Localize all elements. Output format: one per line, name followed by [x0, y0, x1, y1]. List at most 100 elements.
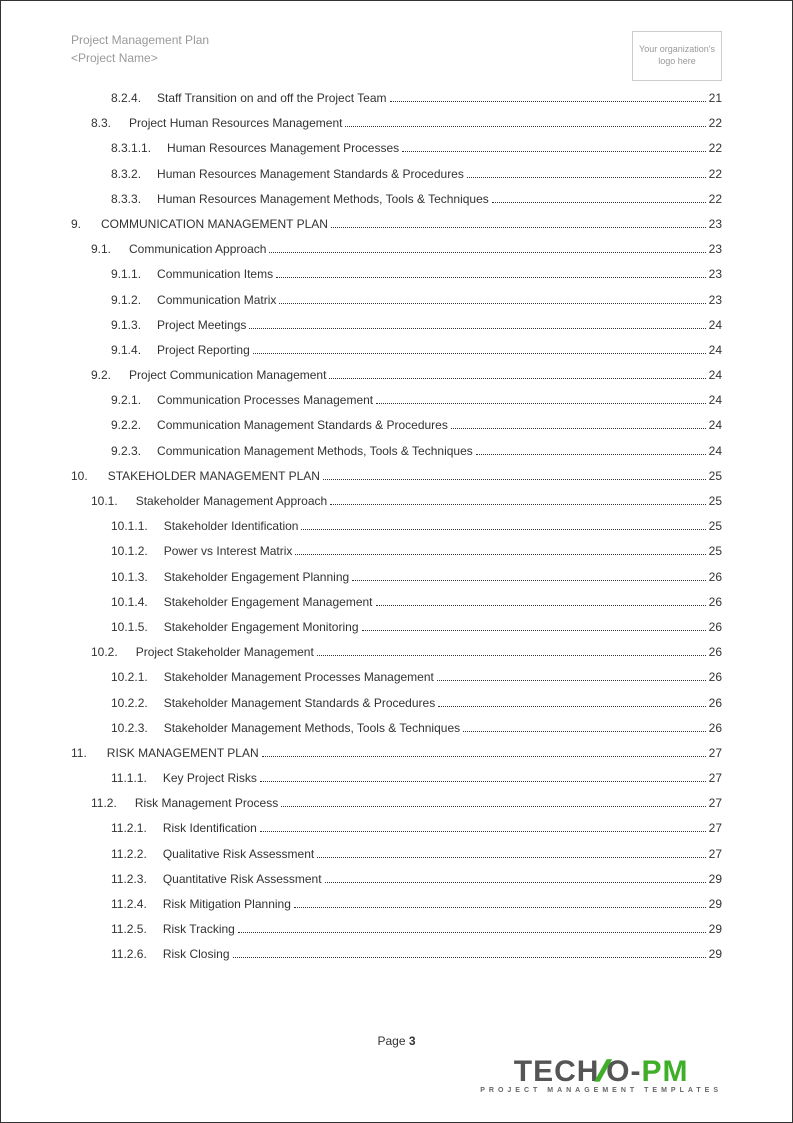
toc-page-number: 29: [709, 947, 722, 961]
toc-leader-dots: [233, 957, 706, 958]
toc-leader-dots: [330, 504, 705, 505]
toc-title: Communication Management Methods, Tools …: [157, 444, 473, 458]
toc-page-number: 27: [709, 746, 722, 760]
toc-number: 9.1.2.: [111, 293, 141, 307]
toc-title: Project Human Resources Management: [129, 116, 342, 130]
toc-leader-dots: [295, 554, 705, 555]
toc-title: Power vs Interest Matrix: [164, 544, 293, 558]
toc-number: 11.2.6.: [111, 947, 147, 961]
toc-page-number: 24: [709, 418, 722, 432]
toc-number: 10.1.5.: [111, 620, 148, 634]
toc-number: 10.1.1.: [111, 519, 148, 533]
toc-leader-dots: [253, 353, 706, 354]
toc-page-number: 21: [709, 91, 722, 105]
toc-title: Human Resources Management Methods, Tool…: [157, 192, 489, 206]
toc-page-number: 27: [709, 771, 722, 785]
toc-page-number: 22: [709, 116, 722, 130]
toc-leader-dots: [352, 580, 705, 581]
toc-entry: 11.2.1.Risk Identification27: [71, 821, 722, 835]
toc-number: 9.1.: [91, 242, 111, 256]
toc-number: 10.: [71, 469, 88, 483]
toc-number: 9.2.: [91, 368, 111, 382]
toc-number: 11.2.1.: [111, 821, 147, 835]
toc-entry: 9.1. Communication Approach 23: [71, 242, 722, 256]
toc-number: 9.2.3.: [111, 444, 141, 458]
toc-entry: 9.1.1.Communication Items23: [71, 267, 722, 281]
toc-number: 11.1.1.: [111, 771, 147, 785]
toc-number: 9.2.2.: [111, 418, 141, 432]
page-number: 3: [409, 1034, 416, 1048]
toc-leader-dots: [238, 932, 706, 933]
toc-title: Risk Management Process: [135, 796, 278, 810]
toc-page-number: 25: [709, 494, 722, 508]
toc-number: 11.: [71, 746, 87, 760]
toc-number: 9.2.1.: [111, 393, 141, 407]
table-of-contents: 8.2.4. Staff Transition on and off the Pr…: [71, 91, 722, 961]
toc-number: 9.1.4.: [111, 343, 141, 357]
toc-page-number: 26: [709, 696, 722, 710]
toc-page-number: 29: [709, 897, 722, 911]
logo-placeholder-text: Your organization's logo here: [637, 44, 717, 67]
toc-leader-dots: [317, 857, 705, 858]
toc-title: Project Reporting: [157, 343, 250, 357]
toc-entry: 11.2.6.Risk Closing29: [71, 947, 722, 961]
toc-leader-dots: [329, 378, 705, 379]
toc-leader-dots: [262, 756, 706, 757]
toc-title: Staff Transition on and off the Project …: [157, 91, 386, 105]
toc-leader-dots: [249, 328, 705, 329]
toc-leader-dots: [331, 227, 706, 228]
toc-number: 10.1.4.: [111, 595, 148, 609]
toc-number: 8.3.1.1.: [111, 141, 151, 155]
toc-leader-dots: [390, 101, 706, 102]
toc-title: Human Resources Management Processes: [167, 141, 399, 155]
brand-logo: TECH//O-PM PROJECT MANAGEMENT TEMPLATES: [480, 1057, 722, 1094]
toc-entry: 10.2.Project Stakeholder Management26: [71, 645, 722, 659]
header-title-block: Project Management Plan <Project Name>: [71, 31, 209, 67]
toc-number: 8.3.2.: [111, 167, 141, 181]
brand-text-tech: TECH: [514, 1055, 600, 1088]
toc-leader-dots: [402, 151, 706, 152]
brand-text-pm: PM: [641, 1055, 688, 1088]
toc-entry: 10.1.2.Power vs Interest Matrix25: [71, 544, 722, 558]
toc-title: Communication Approach: [129, 242, 266, 256]
toc-number: 10.2.3.: [111, 721, 148, 735]
toc-entry: 9.COMMUNICATION MANAGEMENT PLAN23: [71, 217, 722, 231]
toc-entry: 10.1.3.Stakeholder Engagement Planning26: [71, 570, 722, 584]
toc-title: Communication Processes Management: [157, 393, 373, 407]
toc-title: Risk Mitigation Planning: [163, 897, 291, 911]
toc-title: COMMUNICATION MANAGEMENT PLAN: [101, 217, 328, 231]
toc-leader-dots: [476, 454, 706, 455]
toc-title: Stakeholder Management Methods, Tools & …: [164, 721, 460, 735]
toc-title: Quantitative Risk Assessment: [163, 872, 322, 886]
toc-title: Stakeholder Identification: [164, 519, 299, 533]
toc-page-number: 23: [709, 242, 722, 256]
toc-number: 8.2.4.: [111, 91, 141, 105]
toc-page-number: 29: [709, 922, 722, 936]
toc-page-number: 24: [709, 343, 722, 357]
toc-page-number: 27: [709, 796, 722, 810]
toc-leader-dots: [362, 630, 706, 631]
toc-entry: 11.2.2.Qualitative Risk Assessment27: [71, 847, 722, 861]
toc-title: Stakeholder Management Approach: [136, 494, 327, 508]
toc-entry: 10.1.5. Stakeholder Engagement Monitoring…: [71, 620, 722, 634]
toc-title: Stakeholder Engagement Monitoring: [164, 620, 359, 634]
toc-title: STAKEHOLDER MANAGEMENT PLAN: [108, 469, 320, 483]
toc-page-number: 23: [709, 293, 722, 307]
toc-title: Project Communication Management: [129, 368, 326, 382]
toc-title: Risk Identification: [163, 821, 257, 835]
toc-entry: 10.1.1.Stakeholder Identification25: [71, 519, 722, 533]
toc-number: 8.3.3.: [111, 192, 141, 206]
toc-entry: 10.1.Stakeholder Management Approach25: [71, 494, 722, 508]
toc-page-number: 26: [709, 595, 722, 609]
toc-page-number: 24: [709, 444, 722, 458]
toc-entry: 11.2.3.Quantitative Risk Assessment29: [71, 872, 722, 886]
toc-page-number: 26: [709, 721, 722, 735]
toc-number: 11.2.3.: [111, 872, 147, 886]
toc-leader-dots: [325, 882, 706, 883]
toc-leader-dots: [492, 202, 706, 203]
toc-leader-dots: [317, 655, 706, 656]
page-label: Page: [377, 1034, 405, 1048]
toc-entry: 11.2.4.Risk Mitigation Planning29: [71, 897, 722, 911]
toc-entry: 8.2.4. Staff Transition on and off the Pr…: [71, 91, 722, 105]
toc-leader-dots: [279, 303, 705, 304]
